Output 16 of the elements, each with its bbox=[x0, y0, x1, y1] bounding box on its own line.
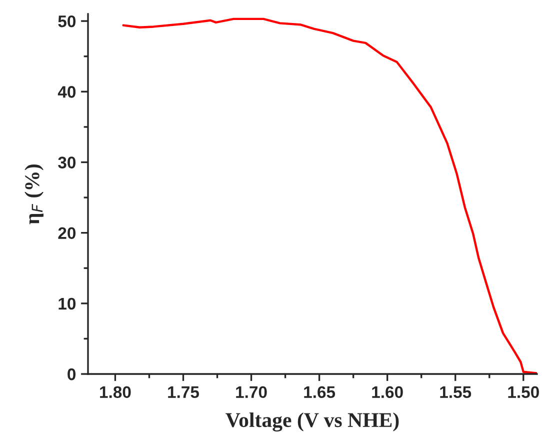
y-tick-label: 40 bbox=[58, 86, 76, 98]
y-tick-label: 30 bbox=[58, 156, 76, 168]
x-tick-label: 1.75 bbox=[168, 386, 199, 398]
x-axis-title: Voltage (V vs NHE) bbox=[226, 412, 399, 432]
y-tick-label: 20 bbox=[58, 227, 76, 240]
x-tick-label: 1.65 bbox=[304, 386, 336, 398]
y-axis-title: η$_{F}$ (%) bbox=[24, 164, 44, 224]
x-tick-label: 1.50 bbox=[508, 386, 539, 398]
x-tick-label: 1.70 bbox=[236, 386, 267, 398]
x-tick-label: 1.60 bbox=[372, 386, 403, 398]
y-tick-label: 10 bbox=[58, 298, 76, 310]
x-tick-label: 1.80 bbox=[100, 386, 131, 398]
y-tick-label: 0 bbox=[68, 368, 76, 380]
y-tick-label: 50 bbox=[58, 15, 76, 28]
line-series bbox=[122, 18, 537, 374]
x-tick-label: 1.55 bbox=[440, 386, 472, 398]
